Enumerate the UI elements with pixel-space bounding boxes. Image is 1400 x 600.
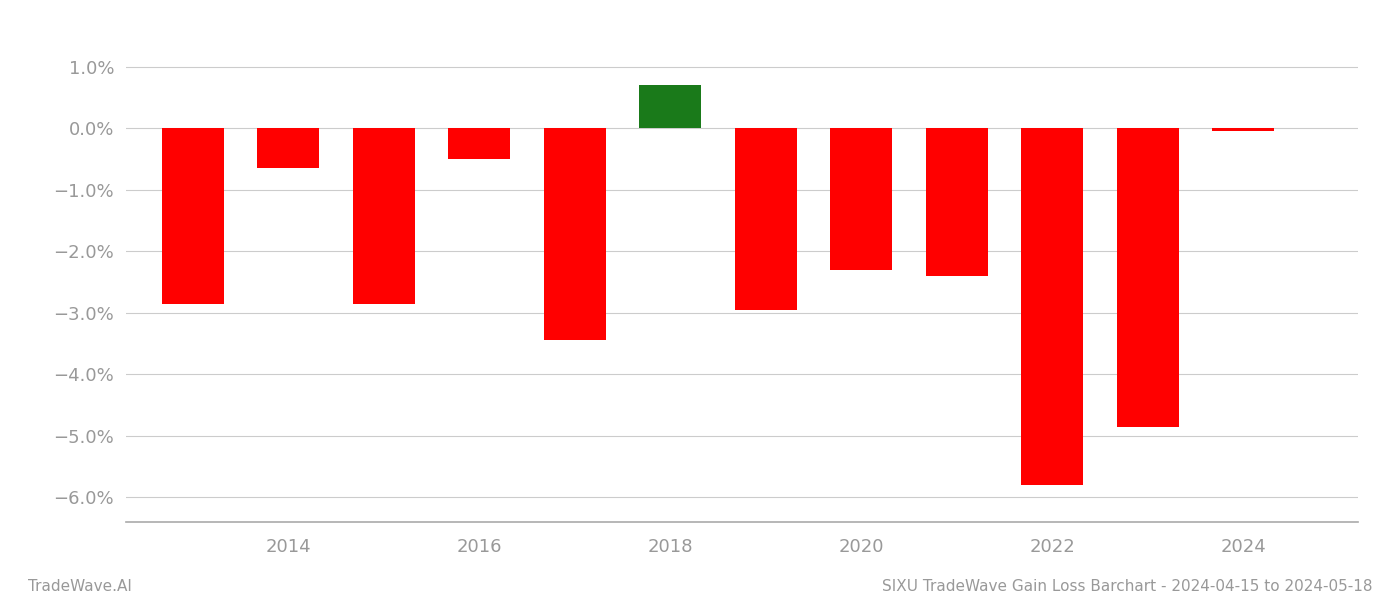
- Bar: [1212, 128, 1274, 131]
- Bar: [543, 128, 606, 340]
- Bar: [448, 128, 511, 159]
- Text: TradeWave.AI: TradeWave.AI: [28, 579, 132, 594]
- Text: SIXU TradeWave Gain Loss Barchart - 2024-04-15 to 2024-05-18: SIXU TradeWave Gain Loss Barchart - 2024…: [882, 579, 1372, 594]
- Bar: [830, 128, 892, 269]
- Bar: [353, 128, 414, 304]
- Bar: [640, 85, 701, 128]
- Bar: [1117, 128, 1179, 427]
- Bar: [925, 128, 988, 276]
- Bar: [1022, 128, 1084, 485]
- Bar: [258, 128, 319, 168]
- Bar: [162, 128, 224, 304]
- Bar: [735, 128, 797, 310]
